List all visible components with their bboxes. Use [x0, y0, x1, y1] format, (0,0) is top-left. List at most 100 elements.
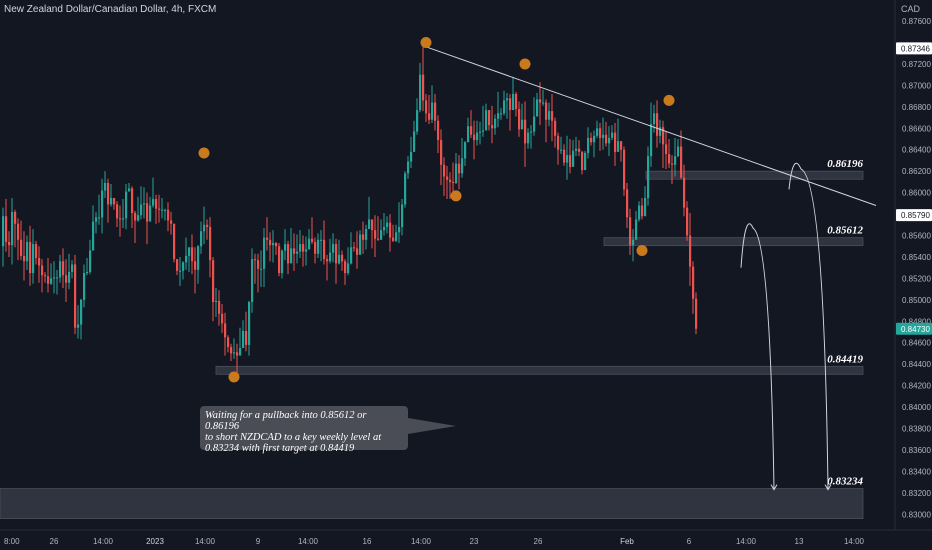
candle-body[interactable] — [584, 152, 587, 171]
candle-body[interactable] — [251, 259, 254, 302]
candle-body[interactable] — [488, 110, 491, 126]
candle-body[interactable] — [290, 248, 293, 264]
candle-body[interactable] — [329, 252, 332, 262]
candle-body[interactable] — [53, 277, 56, 279]
candle-body[interactable] — [269, 239, 272, 246]
candle-body[interactable] — [125, 191, 128, 219]
annotation-callout[interactable]: Waiting for a pullback into 0.85612 or 0… — [200, 406, 408, 454]
candle-body[interactable] — [224, 323, 227, 338]
candle-body[interactable] — [140, 204, 143, 216]
candle-body[interactable] — [353, 247, 356, 249]
candle-body[interactable] — [536, 99, 539, 117]
candle-body[interactable] — [320, 239, 323, 241]
candle-body[interactable] — [626, 189, 629, 218]
candle-body[interactable] — [248, 301, 251, 345]
candle-body[interactable] — [305, 249, 308, 252]
zone-0.86196[interactable] — [645, 170, 864, 180]
candle-body[interactable] — [62, 261, 65, 276]
candle-body[interactable] — [602, 134, 605, 138]
candle-body[interactable] — [587, 137, 590, 153]
candle-body[interactable] — [2, 216, 5, 247]
candle-body[interactable] — [452, 181, 455, 183]
candle-body[interactable] — [233, 352, 236, 354]
candle-body[interactable] — [47, 276, 50, 284]
candle-body[interactable] — [569, 155, 572, 167]
candle-body[interactable] — [455, 163, 458, 183]
candle-body[interactable] — [245, 330, 248, 345]
candle-body[interactable] — [551, 111, 554, 121]
candle-body[interactable] — [131, 188, 134, 213]
candle-body[interactable] — [566, 155, 569, 163]
candle-body[interactable] — [449, 179, 452, 182]
candle-body[interactable] — [623, 149, 626, 190]
candle-body[interactable] — [266, 237, 269, 240]
candle-body[interactable] — [599, 128, 602, 138]
candle-body[interactable] — [506, 98, 509, 101]
candle-body[interactable] — [482, 130, 485, 132]
candle-body[interactable] — [635, 219, 638, 240]
candle-body[interactable] — [44, 275, 47, 277]
candle-body[interactable] — [71, 264, 74, 272]
candle-body[interactable] — [578, 148, 581, 152]
candle-body[interactable] — [572, 150, 575, 167]
candle-body[interactable] — [425, 100, 428, 114]
candle-body[interactable] — [431, 102, 434, 120]
candle-body[interactable] — [122, 218, 125, 220]
candle-body[interactable] — [65, 275, 68, 283]
candle-body[interactable] — [512, 93, 515, 111]
candle-body[interactable] — [257, 260, 260, 269]
candle-body[interactable] — [380, 230, 383, 240]
candle-body[interactable] — [524, 119, 527, 144]
candle-body[interactable] — [575, 148, 578, 151]
candle-body[interactable] — [104, 182, 107, 191]
candle-body[interactable] — [368, 219, 371, 230]
candle-body[interactable] — [14, 211, 17, 224]
candle-body[interactable] — [356, 248, 359, 255]
candle-body[interactable] — [542, 102, 545, 104]
candle-body[interactable] — [146, 203, 149, 222]
candle-body[interactable] — [434, 102, 437, 121]
candle-body[interactable] — [416, 110, 419, 132]
candle-body[interactable] — [683, 177, 686, 208]
candle-body[interactable] — [383, 226, 386, 231]
candle-body[interactable] — [545, 102, 548, 120]
candle-body[interactable] — [209, 226, 212, 261]
candle-body[interactable] — [35, 244, 38, 259]
candle-body[interactable] — [491, 125, 494, 129]
candle-body[interactable] — [677, 146, 680, 157]
candle-body[interactable] — [191, 247, 194, 262]
candle-body[interactable] — [527, 132, 530, 144]
candle-body[interactable] — [611, 132, 614, 138]
candle-body[interactable] — [137, 215, 140, 221]
candle-body[interactable] — [503, 100, 506, 114]
candle-body[interactable] — [293, 248, 296, 254]
candle-body[interactable] — [311, 238, 314, 242]
candle-body[interactable] — [80, 299, 83, 325]
candle-body[interactable] — [41, 265, 44, 276]
candle-body[interactable] — [596, 128, 599, 136]
candle-body[interactable] — [152, 199, 155, 206]
candle-body[interactable] — [410, 151, 413, 162]
candle-body[interactable] — [470, 126, 473, 135]
candle-body[interactable] — [86, 271, 89, 274]
candle-body[interactable] — [254, 259, 257, 261]
candle-body[interactable] — [188, 247, 191, 256]
time-axis[interactable]: 8:00 26 14:00 2023 14:00 9 14:00 16 14:00 23 26 Feb… — [4, 537, 865, 546]
candle-body[interactable] — [377, 238, 380, 240]
candle-body[interactable] — [296, 251, 299, 254]
candle-body[interactable] — [437, 120, 440, 141]
candle-body[interactable] — [20, 239, 23, 256]
candle-body[interactable] — [347, 263, 350, 274]
candle-body[interactable] — [467, 126, 470, 143]
candle-body[interactable] — [212, 260, 215, 302]
candle-body[interactable] — [398, 226, 401, 233]
candle-body[interactable] — [32, 244, 35, 274]
candle-body[interactable] — [113, 197, 116, 205]
candle-body[interactable] — [263, 237, 266, 269]
candle-body[interactable] — [533, 116, 536, 132]
candle-body[interactable] — [176, 259, 179, 271]
candle-body[interactable] — [23, 255, 26, 262]
candle-body[interactable] — [590, 137, 593, 143]
candle-body[interactable] — [671, 163, 674, 165]
candle-body[interactable] — [182, 262, 185, 271]
